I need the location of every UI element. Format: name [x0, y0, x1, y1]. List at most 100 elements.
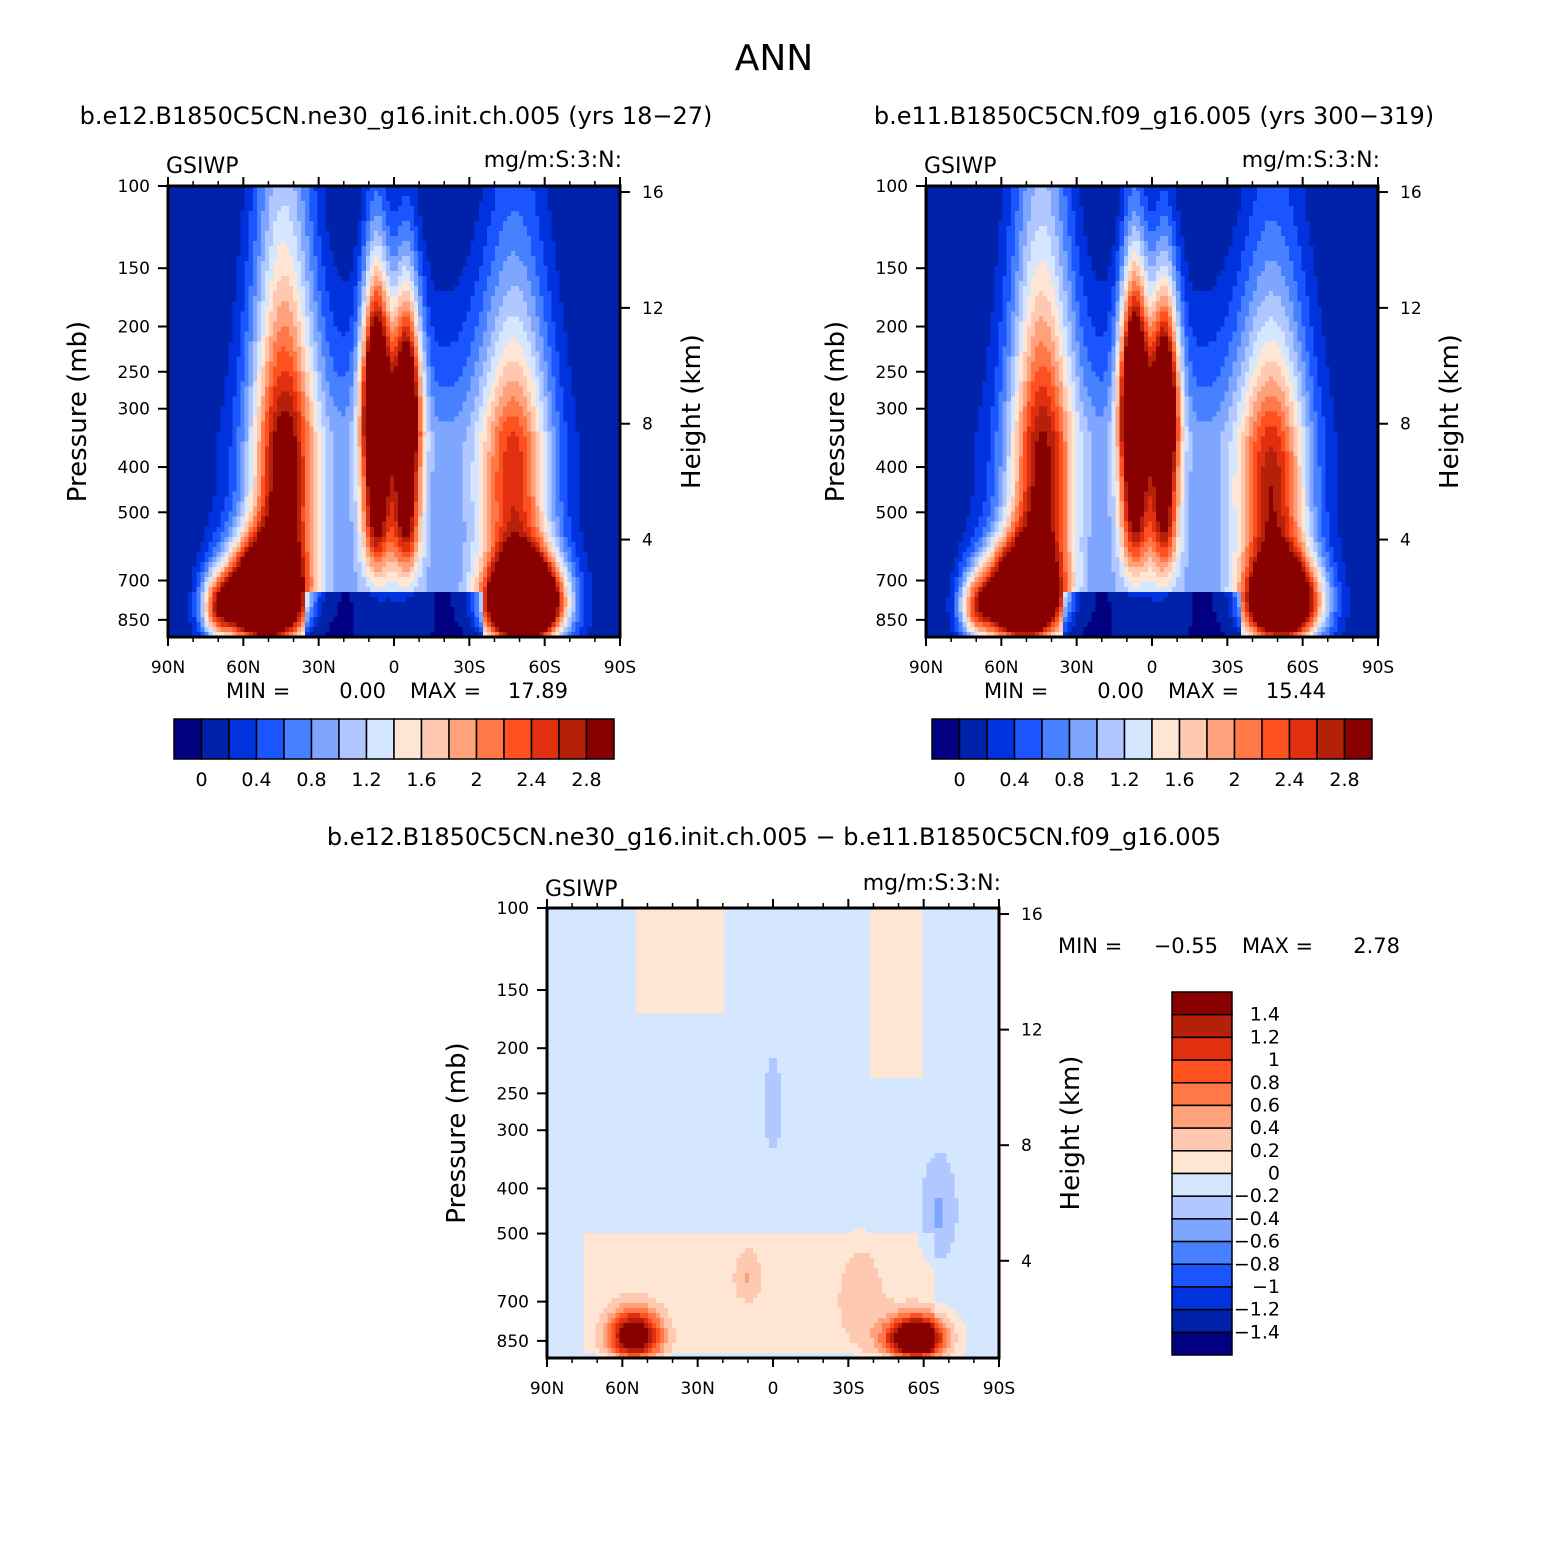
contour-cell: [245, 191, 250, 197]
contour-cell: [273, 316, 278, 322]
contour-cell: [301, 286, 306, 292]
contour-cell: [519, 251, 524, 257]
contour-cell: [503, 216, 508, 222]
contour-cell: [366, 396, 371, 402]
contour-cell: [531, 246, 536, 252]
contour-cell: [382, 331, 387, 337]
contour-cell: [297, 271, 302, 277]
contour-cell: [555, 371, 560, 377]
contour-cell: [200, 341, 205, 347]
contour-cell: [487, 266, 492, 272]
contour-cell: [410, 406, 415, 412]
contour-cell: [519, 321, 524, 327]
contour-cell: [354, 311, 359, 317]
contour-cell: [547, 211, 552, 217]
contour-cell: [184, 386, 189, 392]
contour-cell: [467, 286, 472, 292]
contour-cell: [358, 391, 363, 397]
contour-cell: [233, 301, 238, 307]
contour-cell: [342, 356, 347, 362]
contour-cell: [346, 361, 351, 367]
contour-cell: [426, 396, 431, 402]
contour-cell: [426, 196, 431, 202]
contour-cell: [245, 311, 250, 317]
contour-cell: [293, 231, 298, 237]
contour-cell: [273, 221, 278, 227]
contour-cell: [410, 366, 415, 372]
contour-cell: [600, 201, 605, 207]
contour-cell: [297, 221, 302, 227]
contour-cell: [608, 311, 613, 317]
contour-cell: [289, 326, 294, 332]
contour-cell: [467, 216, 472, 222]
contour-cell: [527, 311, 532, 317]
contour-cell: [410, 256, 415, 262]
contour-cell: [463, 226, 468, 232]
contour-cell: [354, 391, 359, 397]
contour-cell: [188, 271, 193, 277]
contour-cell: [539, 291, 544, 297]
contour-cell: [535, 321, 540, 327]
contour-cell: [426, 206, 431, 212]
contour-cell: [309, 331, 314, 337]
contour-cell: [398, 221, 403, 227]
contour-cell: [523, 321, 528, 327]
contour-cell: [551, 371, 556, 377]
contour-cell: [354, 351, 359, 357]
contour-cell: [459, 251, 464, 257]
contour-cell: [358, 196, 363, 202]
contour-cell: [422, 386, 427, 392]
contour-cell: [390, 236, 395, 242]
contour-cell: [338, 296, 343, 302]
contour-cell: [604, 271, 609, 277]
contour-cell: [523, 251, 528, 257]
contour-cell: [479, 201, 484, 207]
contour-cell: [321, 401, 326, 407]
contour-cell: [176, 246, 181, 252]
contour-cell: [588, 286, 593, 292]
contour-cell: [564, 346, 569, 352]
contour-cell: [426, 361, 431, 367]
contour-cell: [261, 396, 266, 402]
contour-cell: [604, 401, 609, 407]
contour-cell: [511, 341, 516, 347]
contour-cell: [463, 361, 468, 367]
contour-cell: [305, 271, 310, 277]
contour-cell: [382, 241, 387, 247]
contour-cell: [261, 401, 266, 407]
contour-cell: [572, 346, 577, 352]
contour-cell: [406, 301, 411, 307]
contour-cell: [608, 336, 613, 342]
contour-cell: [200, 306, 205, 312]
contour-cell: [475, 261, 480, 267]
contour-cell: [568, 326, 573, 332]
contour-cell: [430, 251, 435, 257]
contour-cell: [354, 201, 359, 207]
contour-cell: [176, 356, 181, 362]
contour-cell: [338, 281, 343, 287]
contour-cell: [434, 276, 439, 282]
contour-cell: [495, 196, 500, 202]
contour-cell: [568, 366, 573, 372]
contour-cell: [297, 301, 302, 307]
contour-cell: [422, 376, 427, 382]
contour-cell: [350, 226, 355, 232]
contour-cell: [378, 371, 383, 377]
contour-cell: [342, 346, 347, 352]
contour-cell: [551, 311, 556, 317]
contour-cell: [350, 316, 355, 322]
contour-cell: [253, 331, 258, 337]
contour-cell: [309, 301, 314, 307]
contour-cell: [386, 396, 391, 402]
contour-cell: [463, 386, 468, 392]
contour-cell: [471, 261, 476, 267]
contour-cell: [216, 236, 221, 242]
contour-cell: [297, 336, 302, 342]
contour-cell: [390, 361, 395, 367]
contour-cell: [216, 321, 221, 327]
contour-cell: [564, 231, 569, 237]
contour-cell: [608, 286, 613, 292]
contour-cell: [596, 331, 601, 337]
contour-cell: [237, 311, 242, 317]
